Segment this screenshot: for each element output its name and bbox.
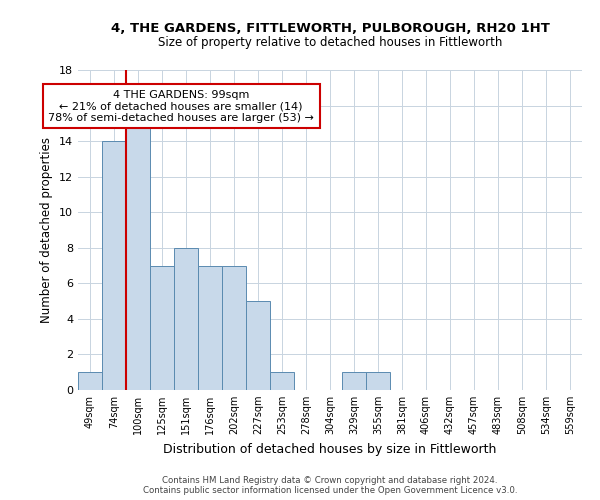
Y-axis label: Number of detached properties: Number of detached properties	[40, 137, 53, 323]
Text: Contains public sector information licensed under the Open Government Licence v3: Contains public sector information licen…	[143, 486, 517, 495]
Bar	[78, 372, 102, 390]
Bar	[126, 124, 150, 390]
Bar	[366, 372, 390, 390]
X-axis label: Distribution of detached houses by size in Fittleworth: Distribution of detached houses by size …	[163, 442, 497, 456]
Bar	[222, 266, 246, 390]
Bar	[102, 141, 126, 390]
Text: Contains HM Land Registry data © Crown copyright and database right 2024.: Contains HM Land Registry data © Crown c…	[162, 476, 498, 485]
Bar	[198, 266, 222, 390]
Bar	[174, 248, 198, 390]
Text: 4, THE GARDENS, FITTLEWORTH, PULBOROUGH, RH20 1HT: 4, THE GARDENS, FITTLEWORTH, PULBOROUGH,…	[110, 22, 550, 36]
Bar	[150, 266, 174, 390]
Bar	[246, 301, 270, 390]
Text: Size of property relative to detached houses in Fittleworth: Size of property relative to detached ho…	[158, 36, 502, 49]
Text: 4 THE GARDENS: 99sqm
← 21% of detached houses are smaller (14)
78% of semi-detac: 4 THE GARDENS: 99sqm ← 21% of detached h…	[48, 90, 314, 123]
Bar	[270, 372, 294, 390]
Bar	[342, 372, 366, 390]
